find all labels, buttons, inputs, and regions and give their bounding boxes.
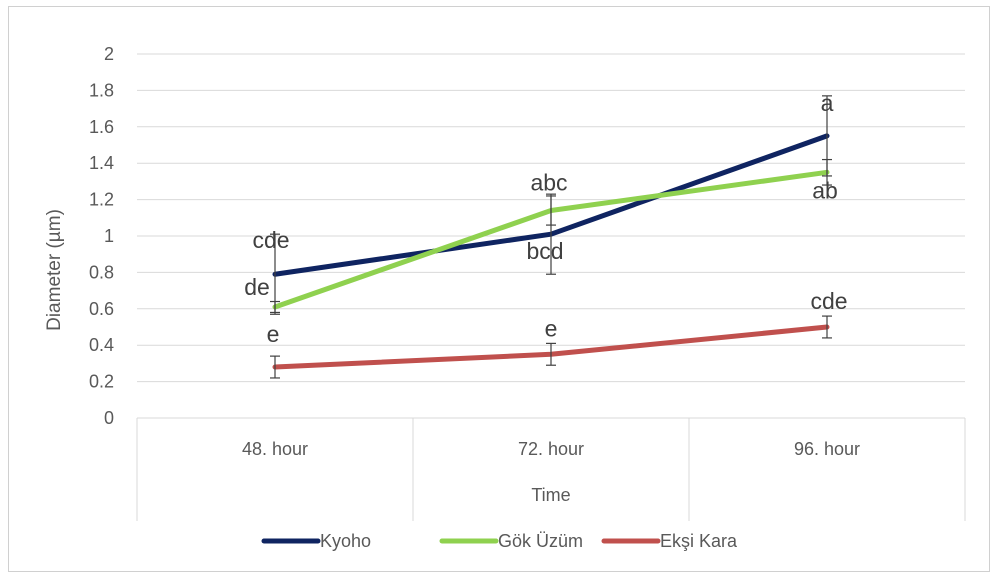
y-axis-title: Diameter (µm) bbox=[44, 209, 65, 331]
x-axis-title: Time bbox=[531, 485, 570, 505]
y-tick-label: 0.8 bbox=[89, 262, 114, 282]
error-bar bbox=[270, 233, 280, 315]
data-label: bcd bbox=[526, 238, 563, 264]
legend-label: Kyoho bbox=[320, 531, 371, 551]
y-tick-label: 1.2 bbox=[89, 190, 114, 210]
data-label: cde bbox=[810, 288, 847, 314]
y-axis-ticks: 0 0.2 0.4 0.6 0.8 1 1.2 1.4 1.6 1.8 2 bbox=[89, 44, 114, 428]
data-label: de bbox=[244, 274, 270, 300]
x-tick-label: 48. hour bbox=[242, 439, 308, 459]
data-label: abc bbox=[530, 170, 567, 196]
error-bar bbox=[270, 355, 280, 379]
error-bar bbox=[546, 195, 556, 226]
x-axis: 48. hour 72. hour 96. hour bbox=[136, 418, 966, 521]
y-tick-label: 1.6 bbox=[89, 117, 114, 137]
error-bar bbox=[822, 158, 832, 186]
y-tick-label: 1.8 bbox=[89, 80, 114, 100]
x-tick-label: 96. hour bbox=[794, 439, 860, 459]
error-bar bbox=[270, 300, 280, 314]
data-label: a bbox=[821, 90, 834, 116]
legend: Kyoho Gök Üzüm Ekşi Kara bbox=[261, 531, 738, 551]
chart-frame bbox=[8, 6, 990, 572]
y-tick-label: 1 bbox=[104, 226, 114, 246]
error-bars bbox=[270, 95, 832, 379]
y-tick-label: 0.2 bbox=[89, 372, 114, 392]
x-tick-label: 72. hour bbox=[518, 439, 584, 459]
legend-item: Kyoho bbox=[261, 531, 371, 551]
data-label: e bbox=[545, 315, 558, 341]
y-tick-label: 0.6 bbox=[89, 299, 114, 319]
y-tick-label: 0.4 bbox=[89, 335, 114, 355]
data-label: cde bbox=[252, 227, 289, 253]
y-tick-label: 0 bbox=[104, 408, 114, 428]
data-labels: cde bcd a de abc ab e e cde bbox=[244, 90, 847, 347]
legend-label: Gök Üzüm bbox=[498, 531, 583, 551]
data-label: e bbox=[267, 321, 280, 347]
data-label: ab bbox=[812, 177, 838, 203]
y-tick-label: 2 bbox=[104, 44, 114, 64]
legend-item: Gök Üzüm bbox=[439, 531, 583, 551]
legend-label: Ekşi Kara bbox=[660, 531, 738, 551]
y-tick-label: 1.4 bbox=[89, 153, 114, 173]
error-bar bbox=[822, 315, 832, 339]
legend-item: Ekşi Kara bbox=[601, 531, 738, 551]
error-bar bbox=[546, 342, 556, 366]
